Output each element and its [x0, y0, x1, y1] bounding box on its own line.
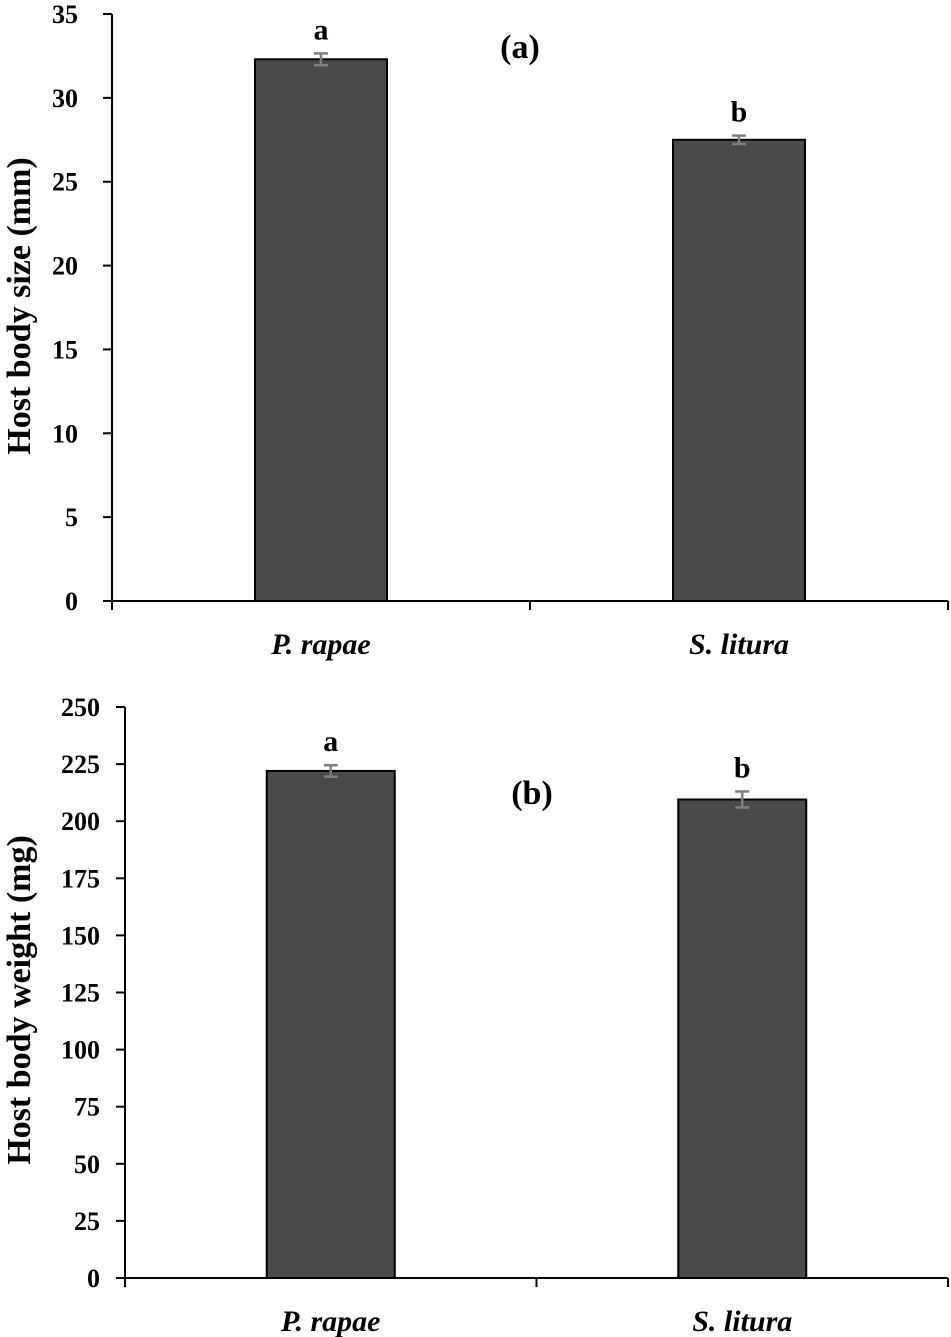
x-category-label: S. litura	[689, 628, 789, 661]
y-tick-label: 250	[61, 693, 100, 722]
chart-panel-a: Host body size (mm) (a) 0 5 10 15 20 25 30 35 a P…	[1, 0, 949, 661]
y-tick-label: 200	[61, 807, 100, 836]
x-category-label: S. litura	[692, 1305, 792, 1337]
y-tick-label: 100	[61, 1036, 100, 1065]
x-category-label: P. rapae	[270, 628, 370, 661]
y-tick-label: 30	[52, 84, 78, 113]
y-tick-label: 25	[52, 168, 78, 197]
chart-panel-b: Host body weight (mg) (b) 0 25 50 75 100 125 1…	[1, 693, 949, 1337]
y-tick-label: 5	[65, 503, 78, 532]
bar	[672, 138, 806, 603]
y-axis-title: Host body weight (mg)	[1, 835, 38, 1165]
panel-label: (a)	[500, 29, 540, 66]
y-tick-label: 0	[87, 1264, 100, 1293]
y-tick-label: 175	[61, 864, 100, 893]
y-tick-label: 35	[52, 0, 78, 29]
bar	[265, 769, 396, 1280]
x-category-label: P. rapae	[280, 1305, 380, 1337]
significance-letter: a	[323, 725, 338, 758]
y-tick-label: 0	[65, 587, 78, 616]
y-tick-label: 25	[74, 1207, 100, 1236]
y-tick-label: 15	[52, 335, 78, 364]
y-tick-label: 75	[74, 1093, 100, 1122]
y-tick-label: 50	[74, 1150, 100, 1179]
bar	[254, 58, 388, 603]
y-tick-label: 20	[52, 252, 78, 281]
bar	[677, 798, 808, 1279]
y-tick-label: 125	[61, 979, 100, 1008]
y-tick-label: 150	[61, 921, 100, 950]
significance-letter: b	[731, 96, 748, 129]
panel-label: (b)	[511, 775, 553, 812]
significance-letter: b	[734, 752, 751, 785]
y-tick-label: 225	[61, 750, 100, 779]
significance-letter: a	[314, 13, 329, 46]
y-tick-label: 10	[52, 419, 78, 448]
y-axis-title: Host body size (mm)	[1, 157, 38, 454]
